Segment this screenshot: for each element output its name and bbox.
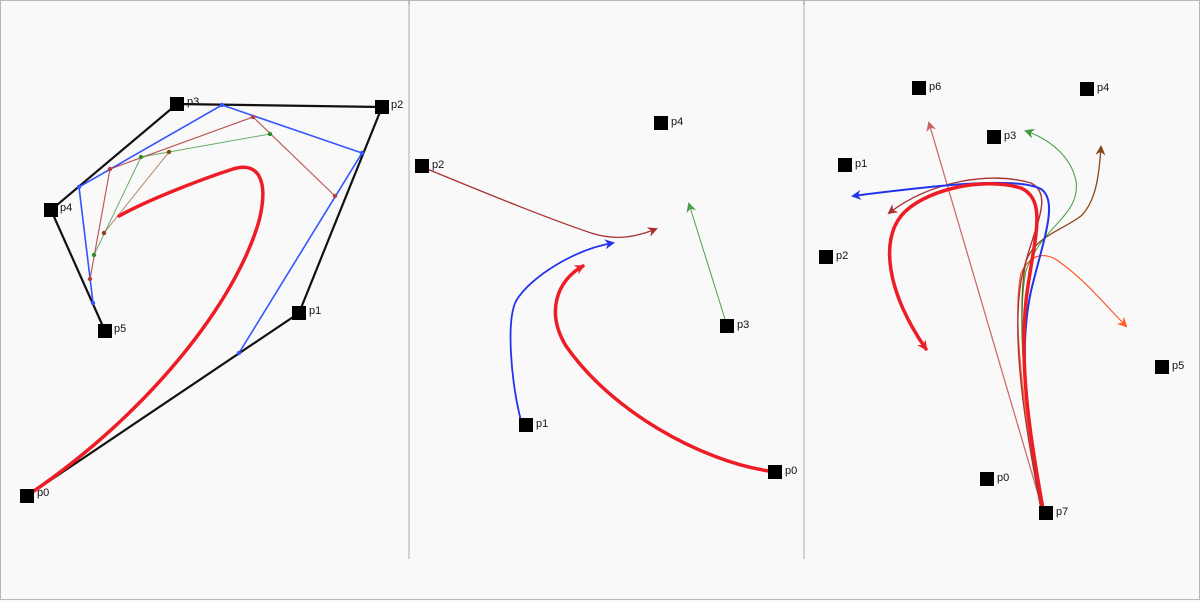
construction-level-2 <box>89 116 336 280</box>
panel-arrow-bundle: p0 p1 p2 p3 p4 p5 p6 p7 <box>819 81 1184 520</box>
point-label-p3: p3 <box>737 319 749 331</box>
point-label-p4: p4 <box>1097 82 1109 94</box>
curve-arrow-darkred <box>426 168 658 238</box>
point-label-p6: p6 <box>929 81 941 93</box>
point-label-p1: p1 <box>309 305 321 317</box>
panel-derivatives: p0 p1 p2 p3 p4 <box>415 116 797 479</box>
control-polygon <box>26 102 384 497</box>
control-points <box>415 116 782 479</box>
bezier-curve <box>29 165 265 495</box>
curve-arrow-red <box>553 264 771 473</box>
point-label-p3: p3 <box>187 96 199 108</box>
construction-points-level-3 <box>91 131 273 258</box>
point-label-p0: p0 <box>37 487 49 499</box>
curve-arrow-red <box>887 182 1045 511</box>
point-label-p5: p5 <box>114 323 126 335</box>
point-label-p0: p0 <box>785 465 797 477</box>
point-label-p1: p1 <box>536 418 548 430</box>
curve-arrow-green <box>686 202 726 320</box>
point-label-p1: p1 <box>855 158 867 170</box>
point-label-p2: p2 <box>432 159 444 171</box>
point-label-p0: p0 <box>997 472 1009 484</box>
construction-points-level-1 <box>76 102 365 356</box>
panel-de-casteljau: p0 p1 p2 p3 p4 p5 <box>20 96 403 503</box>
construction-points-level-2 <box>87 114 338 282</box>
point-label-p5: p5 <box>1172 360 1184 372</box>
point-label-p7: p7 <box>1056 506 1068 518</box>
point-label-p2: p2 <box>836 250 848 262</box>
point-label-p2: p2 <box>391 99 403 111</box>
curve-arrow-blue <box>509 239 615 422</box>
control-points <box>20 97 389 503</box>
construction-points-level-4 <box>101 149 172 236</box>
construction-level-4 <box>103 151 170 234</box>
control-points <box>819 81 1169 520</box>
point-label-p4: p4 <box>60 202 72 214</box>
curve-arrow-pink <box>926 121 1044 512</box>
point-label-p3: p3 <box>1004 130 1016 142</box>
point-label-p4: p4 <box>671 116 683 128</box>
